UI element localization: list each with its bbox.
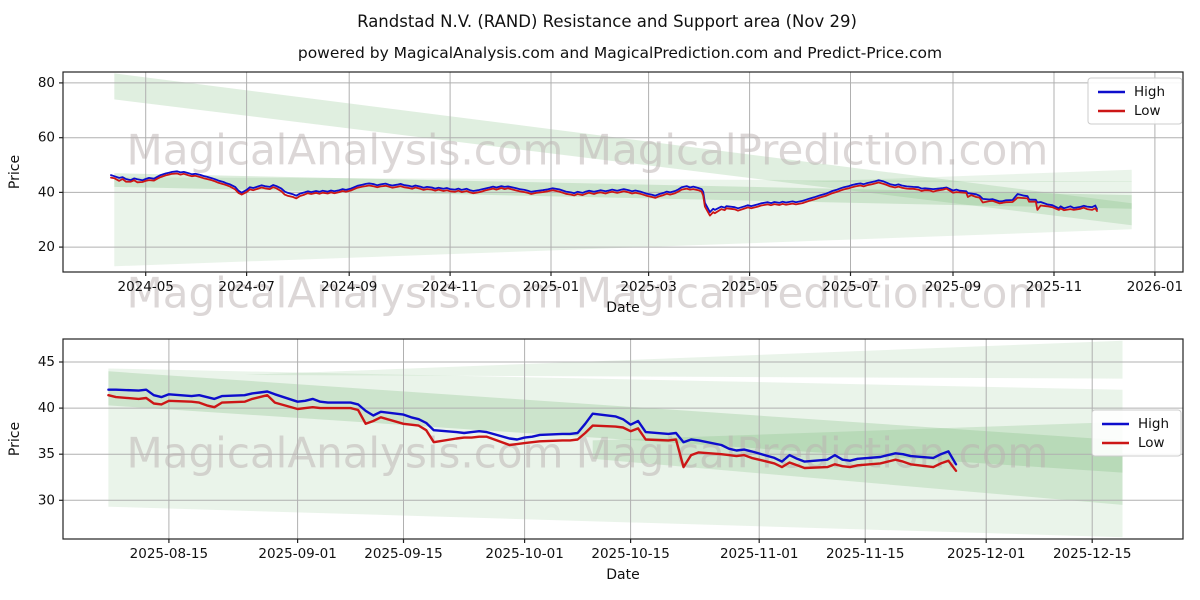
support-resistance-band-2: [114, 177, 1132, 267]
legend-label-low: Low: [1138, 435, 1165, 451]
watermark-text: MagicalAnalysis.com: [127, 269, 564, 318]
chart-subtitle: powered by MagicalAnalysis.com and Magic…: [297, 44, 943, 62]
x-tick-label: 2025-07: [822, 279, 878, 295]
watermark-text: MagicalAnalysis.com: [127, 126, 564, 175]
plot-border: [62, 338, 1184, 540]
watermark-text: MagicalPrediction.com: [576, 429, 1049, 478]
x-tick-label: 2025-11-15: [826, 546, 904, 562]
x-tick-label: 2025-10-01: [485, 546, 563, 562]
legend-label-high: High: [1138, 416, 1169, 432]
legend-box: [1091, 409, 1182, 457]
x-tick-label: 2025-03: [620, 279, 676, 295]
x-tick-label: 2024-09: [321, 279, 377, 295]
x-tick-label: 2025-12-15: [1053, 546, 1131, 562]
x-tick-label: 2026-01: [1127, 279, 1183, 295]
top-price-chart: MagicalAnalysis.com MagicalPrediction.com…: [7, 71, 1184, 318]
support-resistance-band-0: [114, 73, 1132, 226]
high-series-line: [107, 388, 958, 466]
y-tick-label: 30: [38, 492, 55, 508]
y-tick-label: 45: [38, 354, 55, 370]
low-series-line: [107, 393, 958, 473]
y-tick-label: 40: [38, 184, 55, 200]
plot-border: [62, 71, 1184, 273]
x-tick-label: 2024-05: [117, 279, 173, 295]
y-tick-label: 60: [38, 130, 55, 146]
x-axis-label: Date: [606, 300, 639, 316]
y-tick-label: 80: [38, 75, 55, 91]
chart-title: Randstad N.V. (RAND) Resistance and Supp…: [357, 12, 857, 31]
x-tick-label: 2025-10-15: [591, 546, 669, 562]
support-resistance-band-2: [244, 340, 1123, 379]
x-tick-label: 2024-11: [422, 279, 478, 295]
legend-label-low: Low: [1134, 103, 1161, 119]
watermark-text: MagicalPrediction.com: [576, 126, 1049, 175]
legend-box: [1087, 77, 1183, 125]
y-axis-label: Price: [7, 155, 23, 189]
x-tick-label: 2024-07: [218, 279, 274, 295]
y-axis-label: Price: [7, 422, 23, 456]
x-tick-label: 2025-09-15: [364, 546, 442, 562]
x-tick-label: 2025-05: [721, 279, 777, 295]
support-resistance-band-3: [592, 421, 1123, 505]
x-axis-label: Date: [606, 567, 639, 583]
support-resistance-band-1: [108, 368, 1123, 538]
support-resistance-band-3: [800, 169, 1132, 182]
y-tick-label: 20: [38, 239, 55, 255]
x-tick-label: 2025-01: [523, 279, 579, 295]
x-tick-label: 2025-09: [925, 279, 981, 295]
legend-label-high: High: [1134, 84, 1165, 100]
x-tick-label: 2025-11: [1026, 279, 1082, 295]
support-resistance-band-0: [108, 371, 1123, 473]
legend: High Low: [1087, 77, 1183, 125]
y-tick-label: 40: [38, 400, 55, 416]
x-tick-label: 2025-11-01: [720, 546, 798, 562]
bottom-price-chart: MagicalAnalysis.com MagicalPrediction.com…: [7, 338, 1184, 583]
low-series-line: [110, 172, 1098, 217]
high-series-line: [110, 170, 1098, 214]
legend: High Low: [1091, 409, 1182, 457]
x-tick-label: 2025-09-01: [258, 546, 336, 562]
x-tick-label: 2025-12-01: [947, 546, 1025, 562]
y-tick-label: 35: [38, 446, 55, 462]
watermark-text: MagicalAnalysis.com: [127, 429, 564, 478]
x-tick-label: 2025-08-15: [130, 546, 208, 562]
watermark-text: MagicalPrediction.com: [576, 269, 1049, 318]
